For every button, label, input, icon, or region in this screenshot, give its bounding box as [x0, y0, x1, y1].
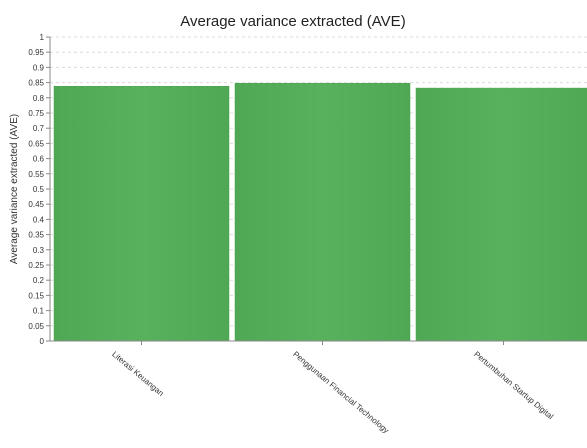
bar	[415, 87, 587, 342]
y-tick-label: 0	[40, 337, 45, 346]
y-tick-label: 0.95	[28, 48, 44, 57]
y-axis-label: Average variance extracted (AVE)	[9, 114, 20, 264]
y-tick-label: 0.3	[33, 246, 45, 255]
x-tick-labels: Literasi Keuangan Penggunaan Financial Te…	[110, 341, 555, 435]
x-tick-label: Literasi Keuangan	[110, 350, 165, 398]
y-tick-label: 0.9	[33, 63, 45, 72]
y-tick-label: 0.1	[33, 307, 45, 316]
y-tick-label: 0.5	[33, 185, 45, 194]
y-tick-label: 0.8	[33, 94, 45, 103]
y-tick-label: 0.85	[28, 79, 44, 88]
y-tick-label: 0.4	[33, 215, 45, 224]
bar	[53, 85, 230, 342]
chart-title: Average variance extracted (AVE)	[180, 13, 405, 30]
x-tick-label: Penggunaan Financial Technology	[291, 350, 390, 435]
y-tick-label: 0.7	[33, 124, 45, 133]
y-tick-label: 0.15	[28, 291, 44, 300]
y-tick-label: 0.6	[33, 155, 45, 164]
x-tick-label: Pertumbuhan Startup Digital	[472, 350, 555, 422]
y-tick-label: 0.75	[28, 109, 44, 118]
y-tick-labels: 0 0.05 0.1 0.15 0.2 0.25 0.3 0.35 0.4 0.45 0.5 0.55…	[28, 33, 50, 346]
y-tick-label: 0.65	[28, 139, 44, 148]
bar	[234, 82, 411, 342]
y-tick-label: 0.25	[28, 261, 44, 270]
y-tick-label: 0.55	[28, 170, 44, 179]
y-tick-label: 0.2	[33, 276, 45, 285]
y-tick-label: 1	[40, 33, 45, 42]
y-tick-label: 0.35	[28, 231, 44, 240]
y-tick-label: 0.05	[28, 322, 44, 331]
y-tick-label: 0.45	[28, 200, 44, 209]
bars	[53, 82, 587, 342]
